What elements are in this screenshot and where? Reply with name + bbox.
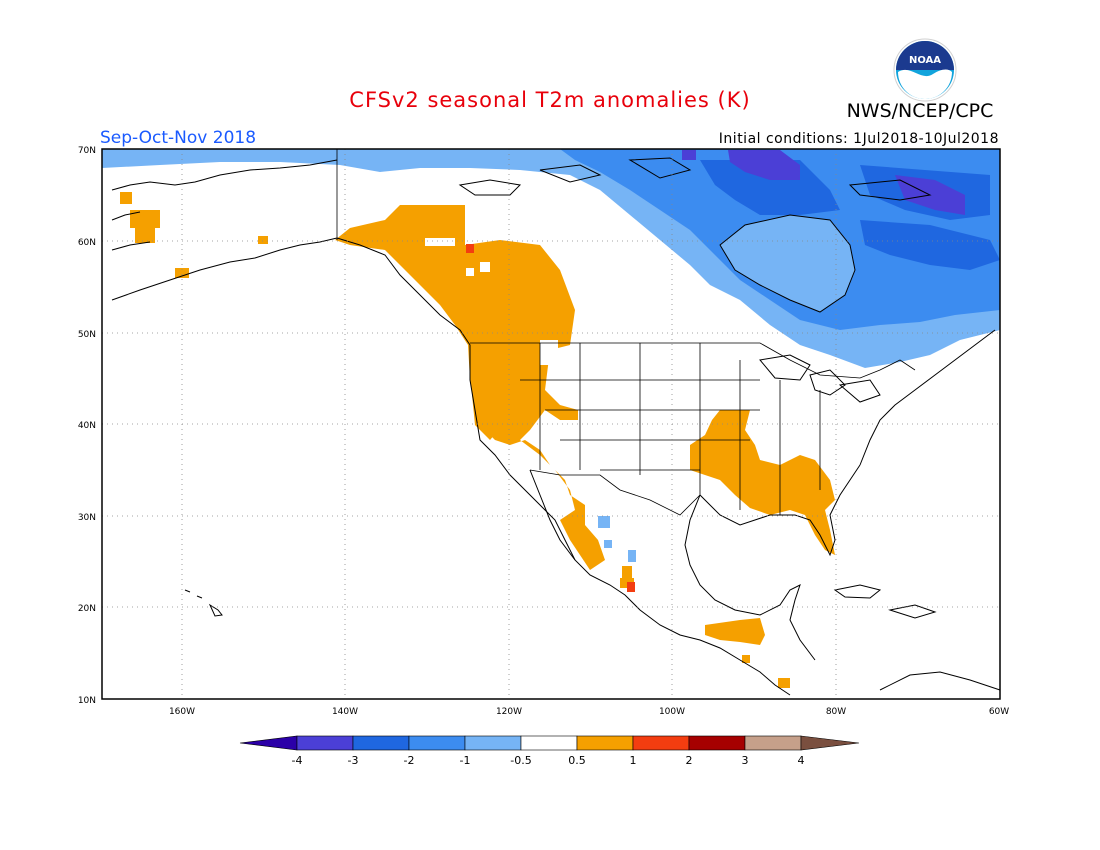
colorbar-label: -3 (348, 754, 359, 767)
map-title: CFSv2 seasonal T2m anomalies (K) (349, 88, 751, 112)
lat-tick-label: 50N (78, 330, 96, 340)
cool-anomaly-shading (102, 149, 1000, 562)
colorbar-segment (520, 735, 578, 751)
colorbar-label: -2 (404, 754, 415, 767)
logo-text: NOAA (909, 55, 941, 66)
lon-tick-label: 120W (496, 707, 522, 717)
colorbar (239, 735, 860, 751)
colorbar-segment (352, 735, 410, 751)
graticule (102, 149, 1000, 699)
lat-tick-label: 70N (78, 146, 96, 156)
lat-tick-label: 20N (78, 604, 96, 614)
colorbar-label: -0.5 (510, 754, 531, 767)
colorbar-segment (576, 735, 634, 751)
warm-anomaly-shading (120, 192, 835, 688)
noaa-logo-icon: NOAA (893, 38, 957, 102)
colorbar-labels: -4 -3 -2 -1 -0.5 0.5 1 2 3 4 (292, 754, 805, 767)
political-borders (336, 149, 916, 516)
lon-tick-label: 140W (332, 707, 358, 717)
coastlines (111, 157, 1001, 696)
colorbar-segment (744, 735, 802, 751)
org-label: NWS/NCEP/CPC (846, 100, 994, 122)
colorbar-segment (464, 735, 522, 751)
lat-tick-label: 10N (78, 696, 96, 706)
lat-labels: 70N 60N 50N 40N 30N 20N 10N (78, 146, 96, 706)
lat-tick-label: 30N (78, 513, 96, 523)
colorbar-label: 4 (798, 754, 805, 767)
lon-tick-label: 100W (659, 707, 685, 717)
colorbar-label: -4 (292, 754, 303, 767)
colorbar-label: 0.5 (568, 754, 586, 767)
colorbar-segment (408, 735, 466, 751)
lon-labels: 160W 140W 120W 100W 80W 60W (169, 707, 1009, 717)
season-label: Sep-Oct-Nov 2018 (100, 128, 257, 148)
colorbar-label: 3 (742, 754, 749, 767)
colorbar-label: -1 (460, 754, 471, 767)
colorbar-label: 1 (630, 754, 637, 767)
colorbar-label: 2 (686, 754, 693, 767)
colorbar-segment (632, 735, 690, 751)
colorbar-segment (688, 735, 746, 751)
colorbar-arrow-high (800, 735, 860, 751)
lon-tick-label: 80W (826, 707, 846, 717)
lat-tick-label: 60N (78, 238, 96, 248)
lon-tick-label: 60W (989, 707, 1009, 717)
colorbar-segment (296, 735, 354, 751)
colorbar-arrow-low (239, 735, 298, 751)
lat-tick-label: 40N (78, 421, 96, 431)
initial-conditions-label: Initial conditions: 1Jul2018-10Jul2018 (718, 131, 999, 147)
map-frame (101, 148, 1001, 700)
lon-tick-label: 160W (169, 707, 195, 717)
